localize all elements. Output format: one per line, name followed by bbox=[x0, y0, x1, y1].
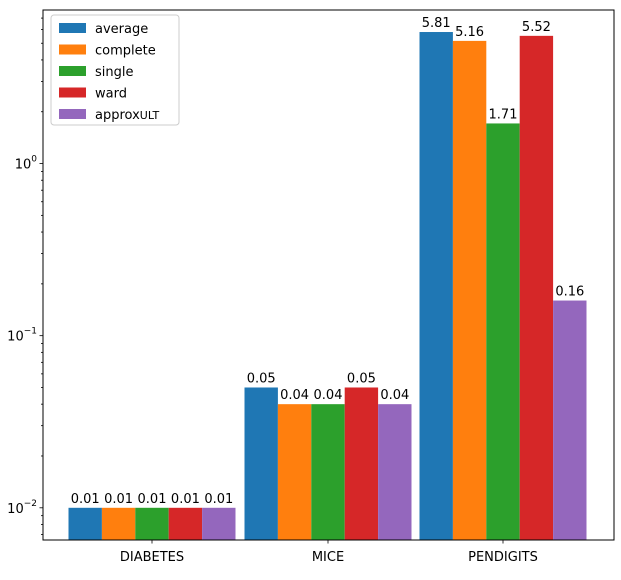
y-tick-base: 10 bbox=[7, 330, 24, 345]
data-label: 5.16 bbox=[455, 25, 484, 40]
legend: average complete single ward approxULT bbox=[50, 14, 180, 126]
legend-label-text: ward bbox=[95, 87, 127, 102]
y-tick-label: 10−2 bbox=[7, 499, 37, 517]
legend-swatch-approx bbox=[59, 109, 86, 119]
bar-ward-diabetes bbox=[168, 507, 203, 540]
x-axis: DIABETES MICE PENDIGITS bbox=[120, 540, 538, 565]
data-label: 0.01 bbox=[104, 492, 133, 507]
y-tick-label: 10−1 bbox=[7, 327, 37, 345]
y-tick-exponent: −2 bbox=[24, 499, 37, 509]
legend-swatch-average bbox=[59, 23, 86, 33]
bar-average-diabetes bbox=[68, 507, 102, 540]
y-tick-base: 10 bbox=[15, 158, 32, 173]
y-tick-base: 10 bbox=[7, 502, 24, 517]
y-tick-exponent: −1 bbox=[24, 327, 37, 337]
bar-average-mice bbox=[244, 387, 278, 540]
bar-single-diabetes bbox=[135, 507, 169, 540]
bar-complete-mice bbox=[277, 404, 312, 540]
legend-label-text: average bbox=[95, 22, 148, 37]
x-tick-label-pendigits: PENDIGITS bbox=[468, 550, 538, 565]
data-label: 0.01 bbox=[171, 492, 200, 507]
data-label: 0.16 bbox=[555, 285, 584, 300]
bar-single-mice bbox=[311, 404, 345, 540]
data-label: 0.04 bbox=[314, 388, 343, 403]
legend-label-ward: ward bbox=[95, 87, 127, 102]
x-tick-label-mice: MICE bbox=[312, 550, 344, 565]
bars-layer bbox=[68, 32, 587, 541]
bar-approx-diabetes bbox=[202, 507, 236, 540]
data-label: 5.52 bbox=[522, 20, 551, 35]
data-label: 0.01 bbox=[204, 492, 233, 507]
bar-approx-pendigits bbox=[553, 300, 587, 540]
bar-ward-pendigits bbox=[519, 35, 554, 540]
legend-label-text: single bbox=[95, 65, 134, 80]
legend-swatch-single bbox=[59, 66, 86, 76]
y-tick-label: 100 bbox=[15, 155, 38, 173]
data-label: 1.71 bbox=[489, 107, 518, 122]
bar-complete-diabetes bbox=[101, 507, 136, 540]
bar-single-pendigits bbox=[486, 123, 520, 540]
y-tick-exponent: 0 bbox=[31, 155, 37, 165]
legend-swatch-complete bbox=[59, 44, 86, 55]
x-tick-label-diabetes: DIABETES bbox=[120, 550, 184, 565]
bar-complete-pendigits bbox=[452, 40, 487, 540]
data-label: 5.81 bbox=[422, 16, 451, 31]
data-label: 0.04 bbox=[380, 388, 409, 403]
data-label: 0.05 bbox=[347, 371, 376, 386]
legend-label-subscript: ULT bbox=[140, 109, 160, 122]
data-label: 0.01 bbox=[71, 492, 100, 507]
legend-label-average: average bbox=[95, 22, 148, 37]
legend-label-approx: approxULT bbox=[95, 108, 159, 123]
legend-swatch-ward bbox=[59, 87, 86, 98]
data-label: 0.05 bbox=[247, 371, 276, 386]
bar-average-pendigits bbox=[419, 32, 453, 541]
bar-ward-mice bbox=[344, 387, 379, 540]
legend-label-single: single bbox=[95, 65, 134, 80]
data-label: 0.04 bbox=[280, 388, 309, 403]
plot-frame bbox=[42, 9, 615, 541]
legend-label-complete: complete bbox=[95, 44, 156, 59]
data-labels-layer: 0.01 0.05 5.81 0.01 0.04 5.16 0.01 0.04 1.71 0.01… bbox=[71, 16, 585, 507]
bar-approx-mice bbox=[378, 404, 412, 540]
data-label: 0.01 bbox=[138, 492, 167, 507]
legend-label-text: approx bbox=[95, 108, 140, 123]
legend-label-text: complete bbox=[95, 44, 156, 59]
